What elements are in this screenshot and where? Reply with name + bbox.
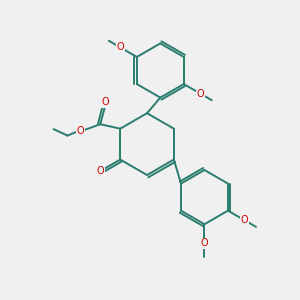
Text: O: O: [76, 126, 84, 136]
Text: O: O: [201, 238, 208, 248]
Text: O: O: [196, 88, 204, 99]
Text: O: O: [96, 167, 104, 176]
Text: O: O: [101, 98, 109, 107]
Text: O: O: [116, 42, 124, 52]
Text: O: O: [241, 215, 248, 225]
